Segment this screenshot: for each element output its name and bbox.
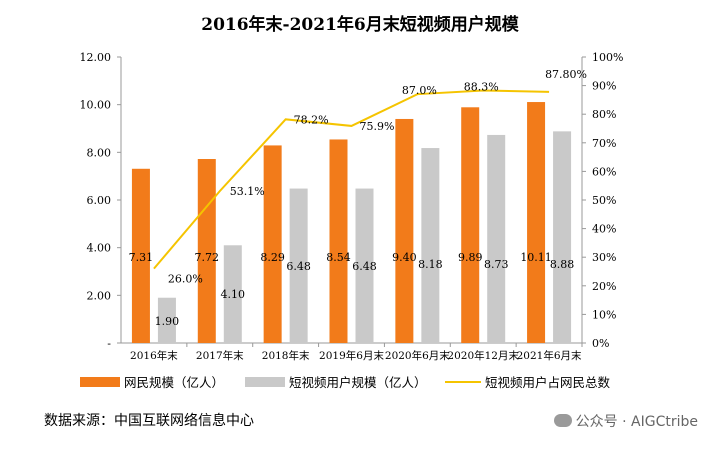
y-tick-label-left: 12.00 [80, 51, 112, 64]
wechat-icon [553, 414, 572, 427]
bar-internet-users [527, 102, 546, 343]
x-tick-label: 2019年6月末 [319, 349, 384, 362]
bar-short-video-users [355, 188, 374, 343]
bar-label-short-video-users: 6.48 [352, 260, 377, 273]
legend-swatch [245, 377, 285, 387]
bar-label-short-video-users: 1.90 [155, 315, 180, 328]
legend-label: 短视频用户规模（亿人） [289, 375, 427, 390]
y-tick-label-left: 6.00 [87, 194, 112, 207]
y-tick-label-right: 50% [592, 194, 616, 207]
x-tick-label: 2020年12月末 [447, 349, 519, 362]
bar-label-short-video-users: 8.73 [484, 258, 509, 271]
bar-internet-users [395, 118, 414, 343]
bar-label-internet-users: 9.89 [458, 251, 483, 264]
bar-label-short-video-users: 6.48 [286, 260, 311, 273]
line-point-label: 26.0% [168, 273, 203, 286]
bar-label-internet-users: 7.72 [195, 251, 220, 264]
bar-internet-users [461, 107, 480, 343]
y-tick-label-right: 80% [592, 108, 616, 121]
bar-internet-users [131, 168, 150, 343]
watermark: 公众号 · AIGCtribe [553, 411, 698, 431]
y-tick-label-right: 100% [592, 51, 623, 64]
y-tick-label-left: 4.00 [87, 242, 112, 255]
y-tick-label-right: 0% [592, 337, 609, 350]
y-tick-label-right: 70% [592, 137, 616, 150]
watermark-text: 公众号 · AIGCtribe [575, 414, 698, 430]
x-tick-label: 2018年末 [262, 349, 310, 362]
y-tick-label-right: 40% [592, 223, 616, 236]
bar-short-video-users [421, 148, 440, 343]
bar-short-video-users [487, 134, 506, 343]
bar-label-short-video-users: 8.18 [418, 258, 443, 271]
y-tick-label-right: 90% [592, 80, 616, 93]
bar-short-video-users [157, 297, 176, 343]
bar-internet-users [329, 139, 348, 343]
y-tick-label-right: 30% [592, 251, 616, 264]
bar-label-short-video-users: 8.88 [550, 258, 575, 271]
legend-swatch [80, 377, 120, 387]
line-point-label: 75.9% [360, 120, 395, 133]
bar-short-video-users [553, 131, 572, 343]
bar-label-short-video-users: 4.10 [221, 288, 246, 301]
y-tick-label-right: 20% [592, 280, 616, 293]
x-tick-label: 2020年6月末 [385, 349, 450, 362]
y-tick-label-left: 2.00 [87, 289, 112, 302]
line-point-label: 78.2% [294, 113, 329, 126]
line-share-of-internet-users [153, 89, 550, 270]
source-note: 数据来源：中国互联网络信息中心 [44, 413, 254, 429]
x-tick-label: 2021年6月末 [517, 349, 582, 362]
line-point-label: 87.80% [545, 68, 587, 81]
legend-label: 短视频用户占网民总数 [485, 375, 611, 390]
y-tick-label-left: 8.00 [87, 146, 112, 159]
y-tick-label-left: 10.00 [80, 99, 112, 112]
y-tick-label-left: - [107, 337, 111, 350]
line-point-label: 88.3% [464, 80, 499, 93]
bar-label-internet-users: 10.11 [520, 251, 552, 264]
bar-short-video-users [289, 188, 308, 343]
x-tick-label: 2017年末 [196, 349, 244, 362]
bar-label-internet-users: 9.40 [392, 251, 417, 264]
line-point-label: 87.0% [402, 84, 437, 97]
line-point-label: 53.1% [230, 185, 265, 198]
bar-short-video-users [223, 245, 242, 343]
x-tick-label: 2016年末 [130, 349, 178, 362]
y-tick-label-right: 10% [592, 308, 616, 321]
bar-internet-users [197, 159, 216, 343]
chart-title: 2016年末-2021年6月末短视频用户规模 [201, 15, 519, 35]
bar-label-internet-users: 8.54 [326, 251, 351, 264]
legend-label: 网民规模（亿人） [124, 375, 224, 390]
bar-internet-users [263, 145, 282, 343]
y-tick-label-right: 60% [592, 165, 616, 178]
bar-label-internet-users: 7.31 [129, 251, 154, 264]
bar-label-internet-users: 8.29 [260, 251, 285, 264]
